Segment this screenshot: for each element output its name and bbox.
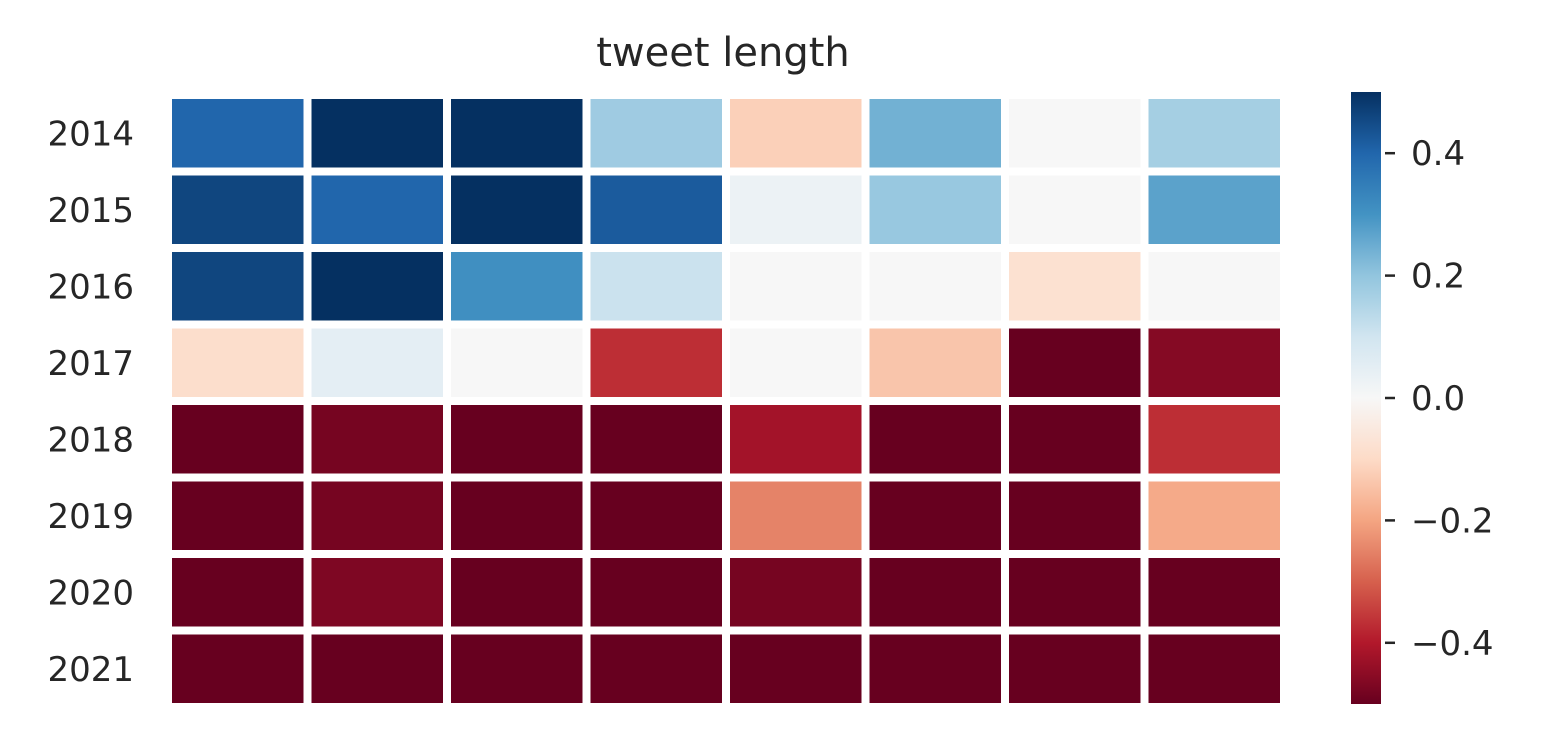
heatmap-cell-2018-4 — [590, 405, 722, 474]
colorbar-gradient — [1351, 92, 1381, 704]
heatmap-cell-2017-3 — [451, 328, 583, 397]
heatmap-cell-2014-7 — [1009, 99, 1141, 168]
heatmap-cell-2020-7 — [1009, 558, 1141, 627]
y-tick-label-2016: 2016 — [47, 267, 134, 307]
heatmap-cell-2015-6 — [869, 175, 1001, 244]
heatmap-cell-2015-5 — [730, 175, 862, 244]
heatmap-cell-2015-1 — [172, 175, 304, 244]
heatmap-cell-2020-3 — [451, 558, 583, 627]
heatmap-cell-2017-4 — [590, 328, 722, 397]
heatmap-cell-2014-6 — [869, 99, 1001, 168]
heatmap-cell-2015-3 — [451, 175, 583, 244]
heatmap-cell-2021-1 — [172, 634, 304, 703]
heatmap-cell-2016-4 — [590, 252, 722, 321]
y-tick-labels: 2014 2015 2016 2017 2018 2019 2020 2021 — [47, 114, 134, 690]
heatmap-cell-2020-5 — [730, 558, 862, 627]
y-tick-label-2015: 2015 — [47, 191, 134, 231]
heatmap-cell-2016-2 — [311, 252, 443, 321]
heatmap-cell-2015-2 — [311, 175, 443, 244]
heatmap-cell-2017-7 — [1009, 328, 1141, 397]
heatmap-cell-2018-7 — [1009, 405, 1141, 474]
heatmap-cell-2018-2 — [311, 405, 443, 474]
heatmap-cell-2021-2 — [311, 634, 443, 703]
heatmap-cell-2017-1 — [172, 328, 304, 397]
heatmap-cell-2016-8 — [1148, 252, 1280, 321]
heatmap-cell-2021-4 — [590, 634, 722, 703]
heatmap-cell-2019-7 — [1009, 481, 1141, 550]
heatmap-cell-2014-2 — [311, 99, 443, 168]
heatmap-cell-2016-3 — [451, 252, 583, 321]
colorbar: 0.4 0.2 0.0 −0.2 −0.4 — [1351, 92, 1494, 704]
heatmap-cell-2019-6 — [869, 481, 1001, 550]
heatmap-cell-2018-5 — [730, 405, 862, 474]
heatmap-cell-2019-4 — [590, 481, 722, 550]
heatmap-cell-2018-3 — [451, 405, 583, 474]
heatmap-cell-2014-3 — [451, 99, 583, 168]
heatmap-cell-2016-7 — [1009, 252, 1141, 321]
heatmap-cell-2020-4 — [590, 558, 722, 627]
heatmap-cell-2020-6 — [869, 558, 1001, 627]
heatmap-cell-2021-8 — [1148, 634, 1280, 703]
colorbar-tick-label: −0.2 — [1411, 501, 1494, 541]
y-tick-label-2018: 2018 — [47, 420, 134, 460]
heatmap-cell-2021-5 — [730, 634, 862, 703]
y-tick-label-2019: 2019 — [47, 497, 134, 537]
heatmap-cell-2019-5 — [730, 481, 862, 550]
heatmap-cell-2020-8 — [1148, 558, 1280, 627]
heatmap-cells — [172, 99, 1280, 703]
heatmap-cell-2019-2 — [311, 481, 443, 550]
heatmap-cell-2017-5 — [730, 328, 862, 397]
colorbar-tick-label: −0.4 — [1411, 624, 1494, 664]
heatmap-cell-2017-6 — [869, 328, 1001, 397]
heatmap-cell-2014-1 — [172, 99, 304, 168]
y-tick-label-2017: 2017 — [47, 344, 134, 384]
y-tick-label-2020: 2020 — [47, 573, 134, 613]
heatmap-cell-2014-8 — [1148, 99, 1280, 168]
y-tick-label-2021: 2021 — [47, 650, 134, 690]
heatmap-cell-2014-4 — [590, 99, 722, 168]
heatmap-cell-2020-1 — [172, 558, 304, 627]
heatmap-cell-2018-1 — [172, 405, 304, 474]
heatmap-cell-2018-6 — [869, 405, 1001, 474]
heatmap-cell-2015-8 — [1148, 175, 1280, 244]
heatmap-cell-2020-2 — [311, 558, 443, 627]
colorbar-tick-label: 0.0 — [1411, 379, 1465, 419]
heatmap-cell-2017-8 — [1148, 328, 1280, 397]
heatmap-cell-2015-4 — [590, 175, 722, 244]
heatmap-cell-2017-2 — [311, 328, 443, 397]
heatmap-cell-2016-6 — [869, 252, 1001, 321]
heatmap-cell-2016-1 — [172, 252, 304, 321]
heatmap-cell-2015-7 — [1009, 175, 1141, 244]
colorbar-tick-label: 0.4 — [1411, 134, 1465, 174]
heatmap-cell-2016-5 — [730, 252, 862, 321]
heatmap-cell-2019-8 — [1148, 481, 1280, 550]
colorbar-tick-label: 0.2 — [1411, 257, 1465, 297]
heatmap-cell-2021-3 — [451, 634, 583, 703]
y-tick-label-2014: 2014 — [47, 114, 134, 154]
heatmap-cell-2019-3 — [451, 481, 583, 550]
chart-title: tweet length — [596, 30, 850, 76]
heatmap-cell-2021-7 — [1009, 634, 1141, 703]
heatmap-cell-2021-6 — [869, 634, 1001, 703]
heatmap-cell-2014-5 — [730, 99, 862, 168]
heatmap-cell-2018-8 — [1148, 405, 1280, 474]
heatmap-cell-2019-1 — [172, 481, 304, 550]
